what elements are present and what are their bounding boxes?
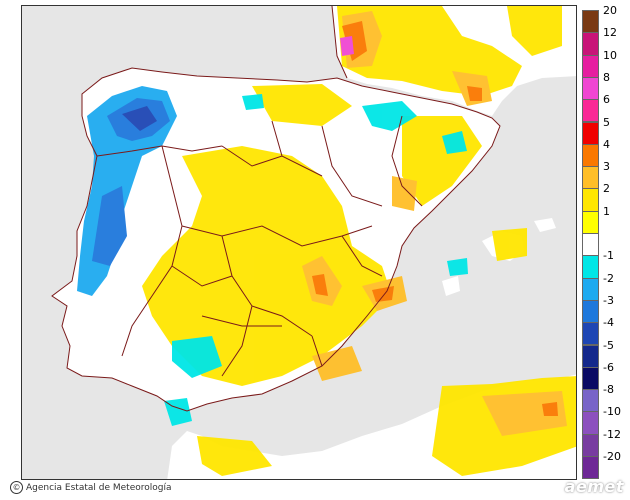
legend-swatch — [582, 411, 599, 435]
legend-swatch — [582, 54, 599, 78]
color-legend: 20 12 10 8 6 5 4 3 2 1 -1 -2 -3 -4 -5 -6 -8 -10 -12 -20 — [582, 5, 628, 480]
aemet-logo: aemet — [564, 477, 624, 496]
legend-swatch — [582, 10, 599, 34]
ibiza — [442, 276, 460, 296]
map-area — [21, 5, 577, 480]
legend-swatch — [582, 233, 599, 257]
legend-label: -6 — [603, 360, 614, 374]
legend-label: -2 — [603, 271, 614, 285]
legend-label: 8 — [603, 70, 610, 84]
legend-label: 2 — [603, 182, 610, 196]
legend-label: -3 — [603, 293, 614, 307]
positive-anomaly-areas — [142, 6, 576, 476]
legend-swatch — [582, 299, 599, 324]
legend-swatch — [582, 143, 599, 168]
legend-swatch — [582, 121, 599, 145]
anomaly-map — [22, 6, 576, 479]
legend-swatch — [582, 76, 599, 101]
legend-label: -5 — [603, 338, 614, 352]
legend-swatch — [582, 322, 599, 346]
legend-label: -1 — [603, 249, 614, 263]
legend-label: -12 — [603, 427, 621, 441]
legend-label: 12 — [603, 26, 617, 40]
legend-swatch — [582, 344, 599, 368]
legend-swatch — [582, 277, 599, 301]
legend-label: 10 — [603, 48, 617, 62]
legend-swatch — [582, 456, 599, 480]
legend-swatch — [582, 188, 599, 212]
legend-label: 6 — [603, 93, 610, 107]
legend-swatch — [582, 99, 599, 123]
menorca — [534, 218, 556, 232]
legend-label: 5 — [603, 115, 610, 129]
legend-label: 4 — [603, 137, 610, 151]
legend-swatch — [582, 32, 599, 56]
copyright-icon: © — [10, 481, 23, 494]
legend-label: 20 — [603, 4, 617, 17]
legend-label: 3 — [603, 160, 610, 174]
legend-swatch — [582, 210, 599, 234]
credit-line: © Agencia Estatal de Meteorología — [10, 481, 172, 494]
legend-label: -10 — [603, 405, 621, 419]
credit-text: Agencia Estatal de Meteorología — [26, 482, 172, 493]
legend-swatch — [582, 255, 599, 279]
legend-swatch — [582, 166, 599, 190]
legend-swatch — [582, 366, 599, 391]
legend-label: -8 — [603, 383, 614, 397]
legend-label: -4 — [603, 316, 614, 330]
legend-label: 1 — [603, 204, 610, 218]
legend-swatch — [582, 389, 599, 413]
administrative-borders — [51, 6, 501, 412]
legend-swatch — [582, 433, 599, 457]
negative-anomaly-areas — [77, 86, 468, 426]
legend-label: -20 — [603, 450, 621, 463]
